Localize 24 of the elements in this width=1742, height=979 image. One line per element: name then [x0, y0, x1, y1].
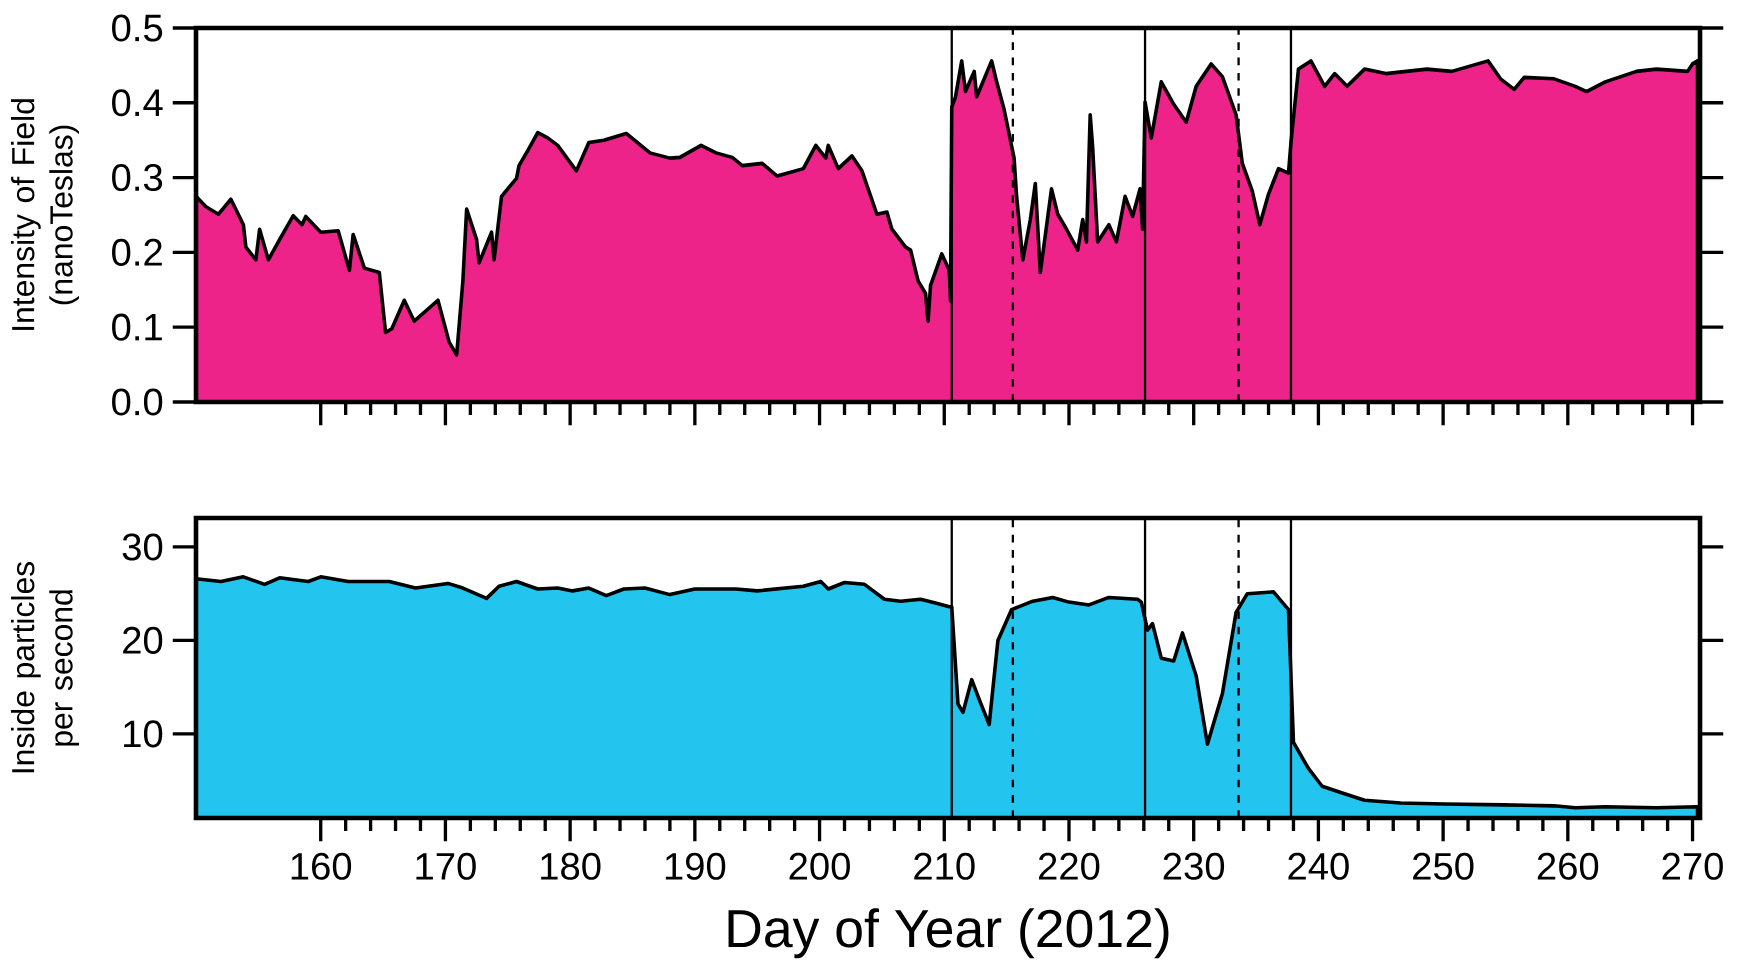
- x-tick-label: 260: [1537, 852, 1599, 880]
- y-tick-label: 10: [124, 720, 163, 748]
- x-tick-label: 220: [1038, 852, 1100, 880]
- y-tick-label: 30: [122, 533, 163, 561]
- x-tick-label: 200: [789, 852, 850, 880]
- y-tick-label: 0.1: [112, 313, 162, 341]
- y-axis-title: Inside particles per second: [10, 561, 79, 773]
- y-axis-title: Intensity of Field (nanoTeslas): [10, 99, 79, 330]
- x-tick-label: 160: [291, 852, 352, 880]
- y-tick-label: 0.5: [112, 14, 163, 42]
- y-tick-label: 0.0: [112, 388, 163, 416]
- y-tick-label: 0.3: [112, 164, 163, 192]
- y-tick-label: 20: [123, 626, 163, 654]
- x-tick-label: 170: [416, 852, 476, 880]
- x-tick-label: 240: [1288, 852, 1349, 880]
- x-axis-title: Day of Year (2012): [728, 908, 1169, 959]
- y-tick-label: 0.4: [112, 89, 163, 117]
- y-tick-label: 0.2: [112, 238, 162, 266]
- x-tick-label: 190: [665, 852, 726, 880]
- x-tick-label: 210: [914, 852, 975, 880]
- x-tick-label: 270: [1662, 852, 1723, 880]
- x-tick-label: 180: [541, 852, 601, 880]
- x-tick-label: 250: [1413, 852, 1474, 880]
- x-tick-label: 230: [1163, 852, 1225, 880]
